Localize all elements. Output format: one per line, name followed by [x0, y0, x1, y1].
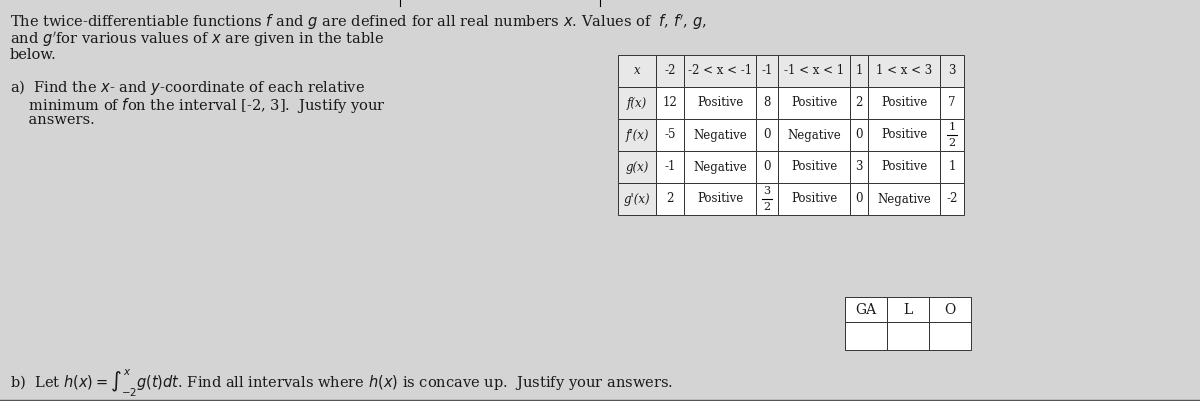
Text: Positive: Positive [881, 160, 928, 174]
Text: GA: GA [856, 302, 876, 316]
Bar [850, 183, 868, 215]
Bar [756, 151, 778, 183]
Bar [850, 87, 868, 119]
Text: O: O [944, 302, 955, 316]
Text: Negative: Negative [787, 128, 841, 142]
Bar [868, 55, 940, 87]
Text: -2: -2 [665, 65, 676, 77]
Bar [868, 87, 940, 119]
Text: Positive: Positive [697, 192, 743, 205]
Text: -1: -1 [665, 160, 676, 174]
Bar [940, 151, 964, 183]
Bar [618, 183, 656, 215]
Bar [850, 119, 868, 151]
Bar [850, 151, 868, 183]
Text: 0: 0 [856, 128, 863, 142]
Bar [778, 151, 850, 183]
Text: 8: 8 [763, 97, 770, 109]
Bar [940, 55, 964, 87]
Bar [618, 55, 656, 87]
Bar [868, 119, 940, 151]
Text: Positive: Positive [881, 97, 928, 109]
Bar [756, 55, 778, 87]
Text: 2: 2 [948, 138, 955, 148]
Text: 2: 2 [763, 202, 770, 212]
Text: L: L [904, 302, 913, 316]
Text: 2: 2 [856, 97, 863, 109]
Bar [887, 322, 929, 350]
Bar [756, 87, 778, 119]
Bar [684, 55, 756, 87]
Text: 3: 3 [948, 65, 955, 77]
Bar [684, 87, 756, 119]
Text: answers.: answers. [10, 113, 95, 128]
Text: and $g'$for various values of $x$ are given in the table: and $g'$for various values of $x$ are gi… [10, 30, 384, 49]
Text: 1: 1 [856, 65, 863, 77]
Bar [778, 87, 850, 119]
Bar [868, 183, 940, 215]
Bar [940, 87, 964, 119]
Bar [778, 119, 850, 151]
Text: b)  Let $h(x) = \int_{-2}^{x} g(t)dt$. Find all intervals where $h(x)$ is concav: b) Let $h(x) = \int_{-2}^{x} g(t)dt$. Fi… [10, 368, 673, 399]
Text: -2: -2 [947, 192, 958, 205]
Bar [868, 151, 940, 183]
Text: g(x): g(x) [625, 160, 649, 174]
Text: 1: 1 [948, 122, 955, 132]
Text: Positive: Positive [697, 97, 743, 109]
Text: g'(x): g'(x) [624, 192, 650, 205]
Text: 2: 2 [666, 192, 673, 205]
Bar [618, 151, 656, 183]
Text: Positive: Positive [791, 97, 838, 109]
Bar [618, 87, 656, 119]
Bar [887, 297, 929, 322]
Bar [929, 322, 971, 350]
Text: Positive: Positive [791, 160, 838, 174]
Bar [778, 183, 850, 215]
Text: Positive: Positive [791, 192, 838, 205]
Text: 1 < x < 3: 1 < x < 3 [876, 65, 932, 77]
Bar [940, 119, 964, 151]
Bar [850, 55, 868, 87]
Bar [778, 55, 850, 87]
Text: 3: 3 [856, 160, 863, 174]
Text: 1: 1 [948, 160, 955, 174]
Bar [656, 119, 684, 151]
Bar [656, 55, 684, 87]
Text: -1 < x < 1: -1 < x < 1 [784, 65, 844, 77]
Text: a)  Find the $x$- and $y$-coordinate of each relative: a) Find the $x$- and $y$-coordinate of e… [10, 78, 365, 97]
Text: Positive: Positive [881, 128, 928, 142]
Bar [929, 297, 971, 322]
Bar [684, 119, 756, 151]
Bar [618, 119, 656, 151]
Text: x: x [634, 65, 641, 77]
Text: below.: below. [10, 48, 56, 62]
Bar [656, 151, 684, 183]
Bar [756, 119, 778, 151]
Text: The twice-differentiable functions $f$ and $g$ are defined for all real numbers : The twice-differentiable functions $f$ a… [10, 12, 707, 32]
Bar [684, 183, 756, 215]
Text: -1: -1 [761, 65, 773, 77]
Text: Negative: Negative [694, 160, 746, 174]
Text: -2 < x < -1: -2 < x < -1 [688, 65, 752, 77]
Text: f'(x): f'(x) [625, 128, 649, 142]
Text: f(x): f(x) [626, 97, 647, 109]
Bar [756, 183, 778, 215]
Text: 0: 0 [763, 128, 770, 142]
Bar [656, 87, 684, 119]
Bar [684, 151, 756, 183]
Text: Negative: Negative [694, 128, 746, 142]
Bar [940, 183, 964, 215]
Bar [656, 183, 684, 215]
Text: 7: 7 [948, 97, 955, 109]
Text: 0: 0 [856, 192, 863, 205]
Text: Negative: Negative [877, 192, 931, 205]
Text: -5: -5 [665, 128, 676, 142]
Text: 3: 3 [763, 186, 770, 196]
Bar [845, 297, 887, 322]
Bar [845, 322, 887, 350]
Text: minimum of $f$on the interval [-2, 3].  Justify your: minimum of $f$on the interval [-2, 3]. J… [10, 95, 385, 115]
Text: 12: 12 [662, 97, 677, 109]
Text: 0: 0 [763, 160, 770, 174]
